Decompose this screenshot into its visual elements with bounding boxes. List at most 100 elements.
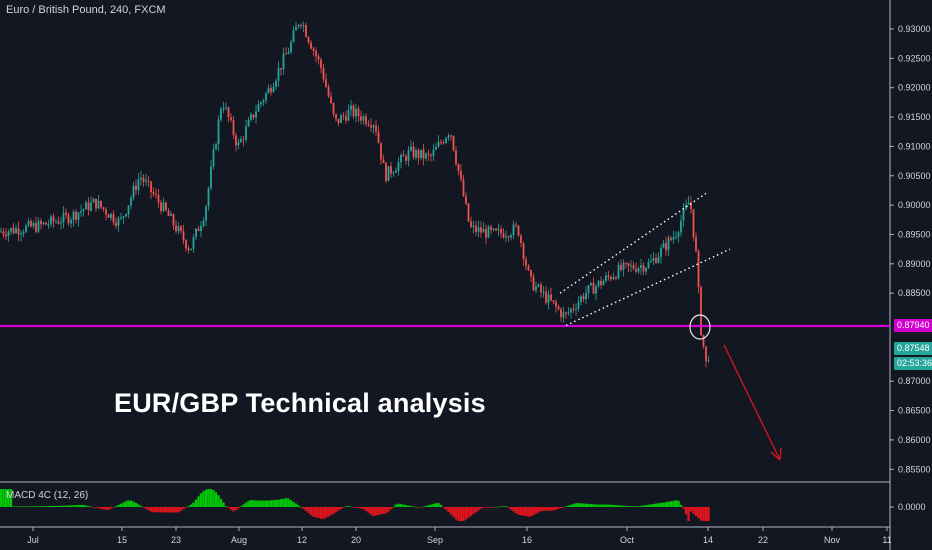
candle-body: [20, 233, 22, 235]
macd-bar: [662, 502, 665, 507]
macd-bar: [562, 507, 565, 508]
macd-bar: [359, 507, 363, 509]
candle-body: [50, 216, 52, 225]
time-tick-label: Jul: [27, 535, 39, 545]
macd-bar: [602, 504, 605, 507]
candle-body: [375, 125, 377, 132]
candle-body: [300, 24, 302, 26]
macd-bar: [294, 503, 298, 507]
macd-bar: [654, 503, 658, 507]
candle-body: [410, 146, 412, 151]
candle-body: [352, 105, 355, 117]
macd-bar: [37, 506, 40, 507]
candle-body: [657, 256, 660, 263]
candle-body: [457, 163, 460, 172]
macd-bar: [427, 505, 430, 507]
headline-annotation: EUR/GBP Technical analysis: [114, 388, 486, 418]
candle-body: [610, 276, 612, 280]
macd-bar: [327, 507, 330, 517]
macd-bar: [199, 493, 203, 507]
candle-body: [287, 52, 290, 54]
candle-body: [90, 202, 92, 211]
macd-bar: [487, 507, 490, 508]
macd-bar: [219, 498, 223, 507]
candle-body: [500, 229, 502, 234]
macd-histogram: [0, 489, 710, 521]
candle-body: [377, 131, 380, 143]
macd-bar: [632, 506, 635, 507]
macd-bar: [142, 507, 145, 508]
candle-body: [147, 180, 150, 182]
candle-body: [35, 223, 37, 232]
macd-title[interactable]: MACD 4C (12, 26): [6, 490, 89, 501]
macd-bar: [257, 500, 260, 507]
macd-bar: [247, 500, 250, 507]
candle-body: [537, 284, 540, 287]
macd-bar: [362, 507, 365, 510]
macd-bar: [337, 507, 340, 511]
candle-body: [105, 209, 107, 215]
candle-body: [315, 50, 317, 57]
macd-bar: [304, 507, 308, 511]
macd-bar: [214, 492, 218, 507]
candle-body: [515, 224, 517, 226]
candle-body: [207, 188, 210, 207]
macd-bar: [452, 507, 455, 517]
candle-body: [635, 268, 637, 272]
macd-bar: [29, 506, 33, 507]
candle-body: [342, 115, 345, 117]
candle-body: [120, 217, 122, 219]
candle-body: [667, 237, 670, 251]
candle-body: [197, 228, 200, 232]
macd-bar: [579, 503, 583, 507]
macd-bar: [202, 491, 205, 507]
candle-body: [302, 25, 305, 27]
macd-bar: [657, 503, 660, 507]
macd-bar: [379, 507, 383, 515]
macd-bar: [584, 503, 588, 507]
candle-body: [582, 296, 585, 300]
macd-bar: [14, 506, 18, 508]
candle-body: [592, 282, 595, 294]
macd-bar: [177, 507, 180, 513]
candle-body: [620, 264, 622, 270]
candle-body: [270, 87, 272, 93]
time-tick-label: Nov: [824, 535, 841, 545]
candle-body: [107, 214, 110, 218]
macd-bar: [574, 503, 578, 507]
macd-bar: [147, 507, 150, 511]
macd-bar: [62, 505, 65, 507]
macd-bar: [164, 507, 168, 513]
candle-body: [182, 231, 185, 241]
candle-body: [127, 205, 130, 215]
macd-bar: [424, 505, 428, 507]
macd-bar: [572, 503, 575, 507]
symbol-title[interactable]: Euro / British Pound, 240, FXCM: [6, 4, 166, 16]
macd-bar: [12, 506, 15, 508]
candle-body: [445, 137, 447, 143]
candle-body: [67, 214, 70, 224]
candle-body: [687, 202, 690, 205]
candle-body: [417, 150, 420, 158]
candle-body: [585, 292, 587, 300]
macd-bar: [639, 505, 643, 507]
macd-bar: [42, 506, 45, 507]
macd-bar: [212, 490, 215, 507]
macd-bar: [162, 507, 165, 513]
macd-bar: [309, 507, 313, 516]
macd-bar: [172, 507, 175, 513]
macd-bar: [697, 507, 700, 519]
candle-body: [497, 229, 500, 231]
macd-bar: [679, 504, 683, 507]
candle-body: [562, 312, 565, 318]
candle-body: [140, 177, 142, 180]
macd-bar: [332, 507, 335, 515]
candle-body: [525, 259, 527, 266]
candle-body: [475, 225, 477, 232]
macd-bar: [437, 503, 440, 507]
macd-bar: [687, 507, 690, 521]
candle-body: [92, 198, 95, 203]
macd-bar: [677, 500, 680, 507]
macd-bar: [607, 504, 610, 507]
